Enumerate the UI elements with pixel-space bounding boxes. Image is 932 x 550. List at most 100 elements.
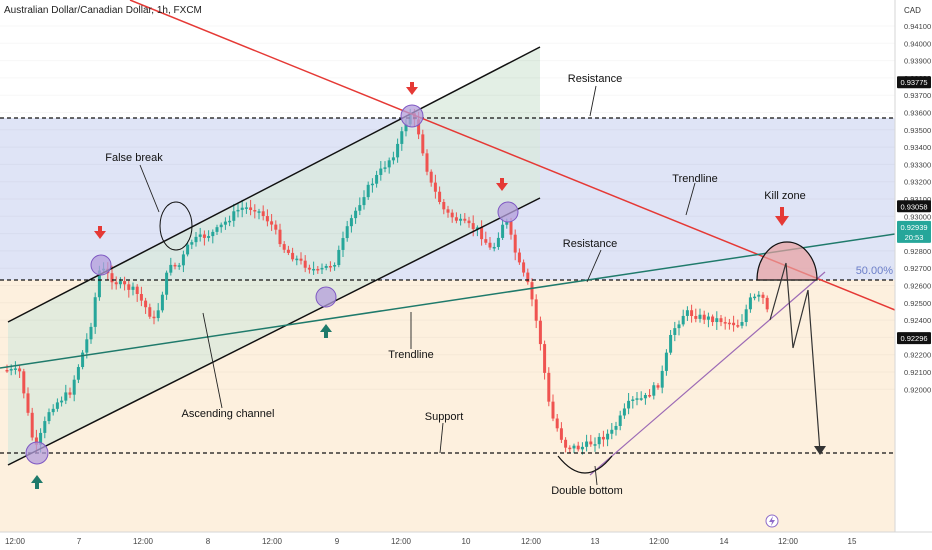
candle-body — [648, 395, 652, 397]
buy-arrow-icon — [320, 324, 332, 332]
countdown-label: 20:53 — [905, 233, 924, 242]
candle-body — [480, 227, 484, 240]
candle-body — [421, 134, 425, 154]
candle-body — [139, 293, 143, 301]
candle-body — [299, 258, 303, 261]
candle-body — [286, 249, 290, 253]
candle-body — [522, 262, 526, 273]
candle-body — [223, 221, 227, 225]
y-tick-label: 0.93200 — [904, 178, 931, 187]
price-level-box — [897, 332, 931, 345]
candle-body — [576, 445, 580, 450]
y-tick-label: 0.92100 — [904, 368, 931, 377]
candle-body — [341, 238, 345, 250]
candle-body — [39, 432, 43, 445]
candle-body — [236, 209, 240, 212]
candle-body — [732, 322, 736, 326]
candle-body — [601, 436, 605, 440]
projection-arrowhead — [814, 446, 826, 455]
double-bottom-arc — [557, 455, 613, 474]
candle-body — [765, 297, 769, 310]
candle-body — [282, 244, 286, 250]
candle-body — [757, 294, 761, 297]
candle-body — [387, 160, 391, 168]
candle-body — [173, 264, 177, 267]
candle-body — [303, 260, 307, 268]
candle-body — [496, 237, 500, 247]
candle-body — [643, 395, 647, 399]
ascending-trendline — [0, 233, 896, 369]
candle-body — [585, 441, 589, 447]
price-level-label: 0.92296 — [900, 334, 927, 343]
candle-body — [97, 270, 101, 298]
candle-body — [148, 307, 152, 317]
candle-body — [488, 242, 492, 248]
y-tick-label: 0.94100 — [904, 22, 931, 31]
candle-body — [559, 428, 563, 440]
candle-body — [442, 201, 446, 210]
candle-body — [219, 224, 223, 228]
candle-body — [459, 218, 463, 221]
candle-body — [425, 153, 429, 172]
sell-arrow-icon — [496, 183, 508, 191]
candle-body — [81, 352, 85, 368]
candle-body — [396, 143, 400, 158]
candle-body — [198, 234, 202, 237]
candle-body — [358, 205, 362, 211]
annotation-resistance-top: Resistance — [568, 73, 622, 85]
x-tick-label: 12:00 — [391, 537, 412, 546]
candle-body — [366, 184, 370, 198]
candle-body — [484, 239, 488, 243]
candle-body — [610, 429, 614, 434]
false-break-circle — [159, 201, 193, 251]
candle-body — [85, 339, 89, 353]
candle-body — [76, 367, 80, 380]
candle-body — [26, 393, 30, 413]
candle-body — [370, 183, 374, 186]
candle-body — [93, 297, 97, 327]
candle-body — [18, 368, 22, 372]
candle-body — [202, 234, 206, 238]
candle-body — [291, 252, 295, 260]
annotation-trendline-green: Trendline — [388, 349, 433, 361]
candle-body — [727, 322, 731, 325]
candle-body — [253, 210, 257, 212]
rising-support-line — [589, 271, 826, 476]
x-tick-label: 14 — [720, 537, 729, 546]
candle-body — [400, 131, 404, 144]
candle-body — [753, 296, 757, 299]
candle-body — [186, 244, 190, 255]
candle-body — [543, 344, 547, 373]
candle-body — [639, 398, 643, 400]
annotation-leaders — [139, 85, 696, 486]
y-tick-label: 0.93100 — [904, 195, 931, 204]
candle-body — [593, 444, 597, 446]
price-axis[interactable] — [895, 0, 932, 550]
candle-body — [740, 322, 744, 326]
candle-body — [589, 441, 593, 445]
x-tick-label: 9 — [335, 537, 340, 546]
candle-body — [118, 281, 122, 285]
touch-marker — [400, 104, 424, 128]
candle-body — [34, 437, 38, 445]
candle-body — [333, 265, 337, 267]
candle-body — [681, 315, 685, 325]
buy-arrow-icon — [35, 483, 39, 489]
candle-body — [127, 284, 131, 290]
candle-body — [354, 210, 358, 219]
candle-body — [135, 286, 139, 294]
candle-body — [547, 372, 551, 402]
time-axis[interactable] — [0, 532, 932, 550]
y-tick-label: 0.94000 — [904, 39, 931, 48]
candle-body — [144, 300, 148, 308]
candle-body — [131, 286, 135, 290]
y-tick-label: 0.92400 — [904, 316, 931, 325]
touch-marker — [90, 254, 112, 276]
candle-body — [475, 227, 479, 230]
candle-body — [622, 408, 626, 416]
candle-body — [249, 207, 253, 211]
y-tick-label: 0.93000 — [904, 212, 931, 221]
candle-body — [160, 294, 164, 311]
candle-body — [349, 218, 353, 227]
